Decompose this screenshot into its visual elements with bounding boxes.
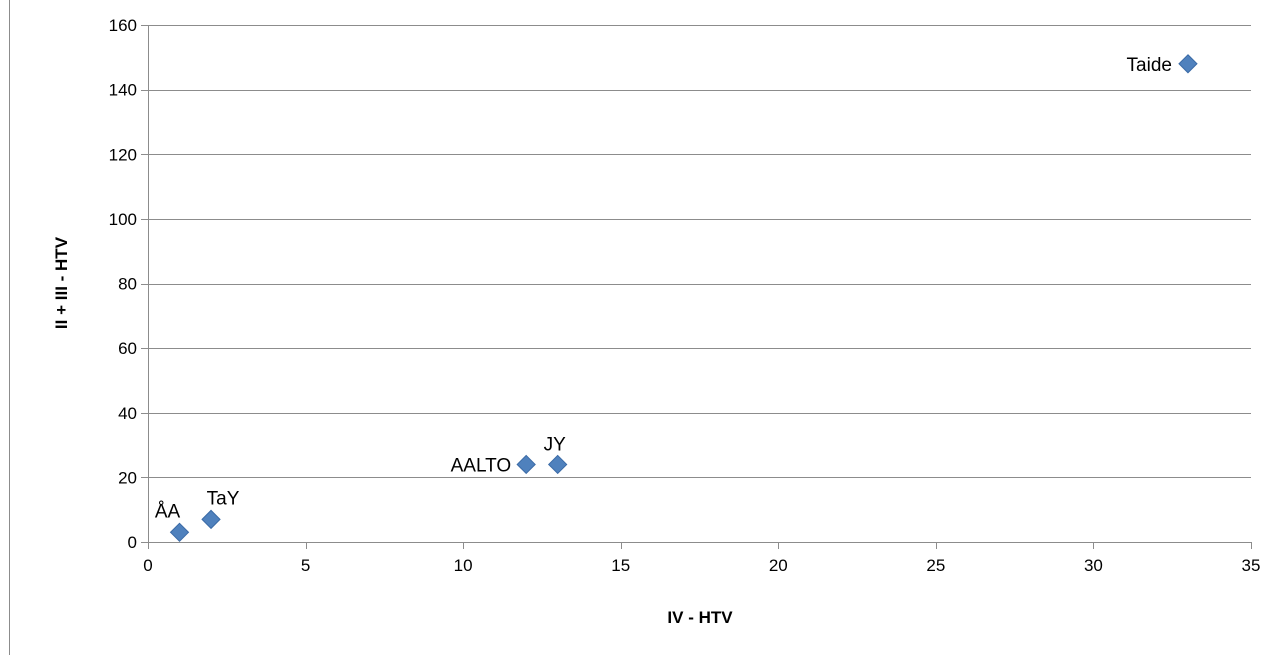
x-tick-label: 10 xyxy=(454,556,473,575)
x-tick-label: 5 xyxy=(301,556,310,575)
x-axis-title: IV - HTV xyxy=(667,608,733,627)
axes xyxy=(141,25,1252,549)
x-tick-label: 35 xyxy=(1242,556,1261,575)
x-tick-label: 0 xyxy=(143,556,152,575)
x-tick-label: 20 xyxy=(769,556,788,575)
tick-labels: 0 20 40 60 80 100 120 140 160 0 5 10 15 20 25 30 35 xyxy=(109,16,1261,575)
gridlines xyxy=(148,25,1251,478)
y-tick-label: 60 xyxy=(118,339,137,358)
data-point-åa xyxy=(169,522,190,543)
y-tick-label: 100 xyxy=(109,210,137,229)
x-tick-label: 30 xyxy=(1084,556,1103,575)
y-tick-label: 80 xyxy=(118,275,137,294)
data-label-jy: JY xyxy=(544,434,567,455)
data-point-aalto xyxy=(516,454,536,475)
y-tick-label: 160 xyxy=(109,16,137,35)
data-label-taide: Taide xyxy=(1127,55,1172,76)
data-point-jy xyxy=(547,454,568,475)
data-labels: ÅA TaY AALTO JY Taide xyxy=(155,55,1172,523)
y-axis-title: II + III - HTV xyxy=(52,236,71,329)
data-point-tay xyxy=(201,509,221,530)
y-tick-label: 120 xyxy=(109,145,137,164)
data-point-taide xyxy=(1178,54,1198,74)
x-tick-label: 15 xyxy=(611,556,630,575)
y-tick-label: 140 xyxy=(109,81,137,100)
data-label-tay: TaY xyxy=(207,488,240,509)
data-label-aalto: AALTO xyxy=(451,455,512,476)
data-label-åa: ÅA xyxy=(155,501,181,522)
x-tick-label: 25 xyxy=(926,556,945,575)
data-points xyxy=(169,54,1198,543)
y-tick-label: 20 xyxy=(118,468,137,487)
y-tick-label: 0 xyxy=(128,533,137,552)
y-tick-label: 40 xyxy=(118,404,137,423)
